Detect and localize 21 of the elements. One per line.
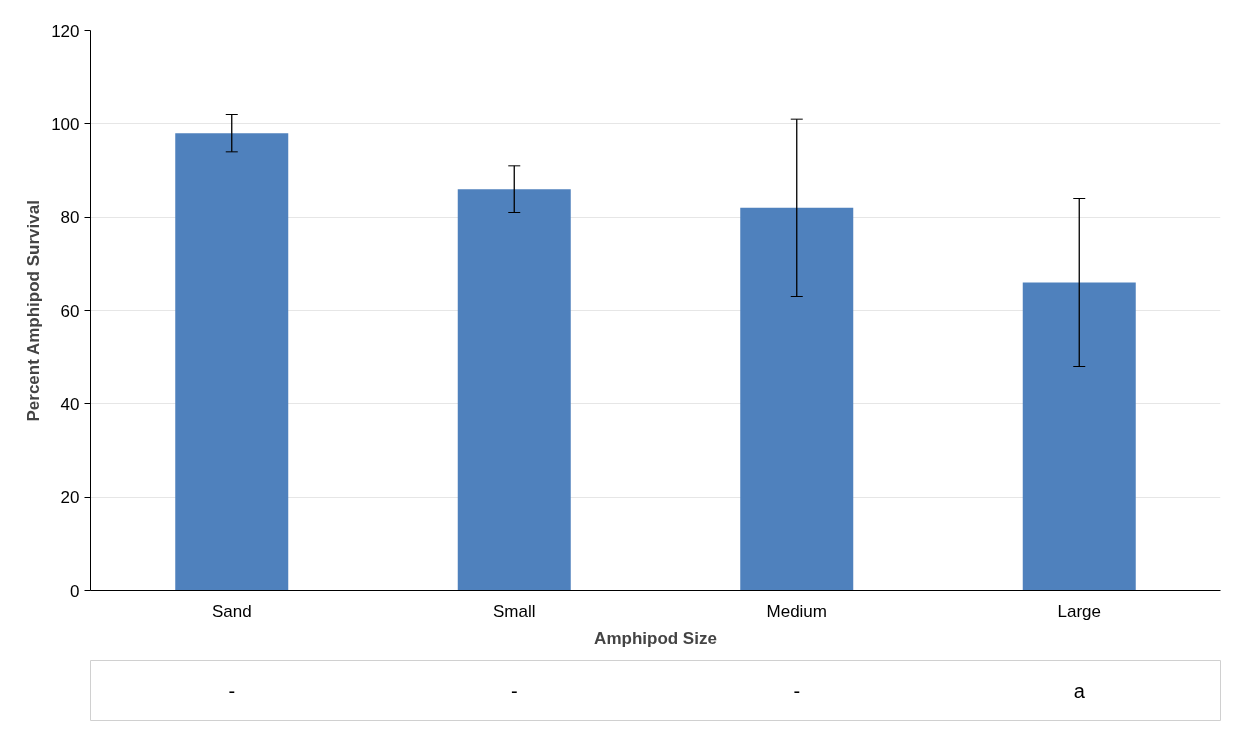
y-tick-label: 0 <box>70 581 80 601</box>
x-tick-label: Large <box>1057 601 1101 621</box>
bar <box>1022 282 1136 591</box>
y-tick-label: 100 <box>51 114 80 134</box>
text: - <box>228 679 236 702</box>
x-tick-label: Medium <box>766 601 827 621</box>
y-axis-title: Percent Amphipod Survival <box>24 200 44 422</box>
y-tick-label: 20 <box>60 488 80 508</box>
text: - <box>793 679 801 702</box>
bar <box>175 133 289 591</box>
text: a <box>1073 679 1086 702</box>
x-axis-title: Amphipod Size <box>594 628 717 648</box>
text: - <box>510 679 518 702</box>
y-tick-label: 120 <box>51 21 80 41</box>
y-tick-label: 40 <box>60 394 80 414</box>
x-tick-label: Small <box>493 601 536 621</box>
x-tick-label: Sand <box>211 601 252 621</box>
y-tick-label: 80 <box>60 208 80 228</box>
bar <box>740 207 854 591</box>
y-tick-label: 60 <box>60 301 80 321</box>
bar <box>457 189 571 591</box>
